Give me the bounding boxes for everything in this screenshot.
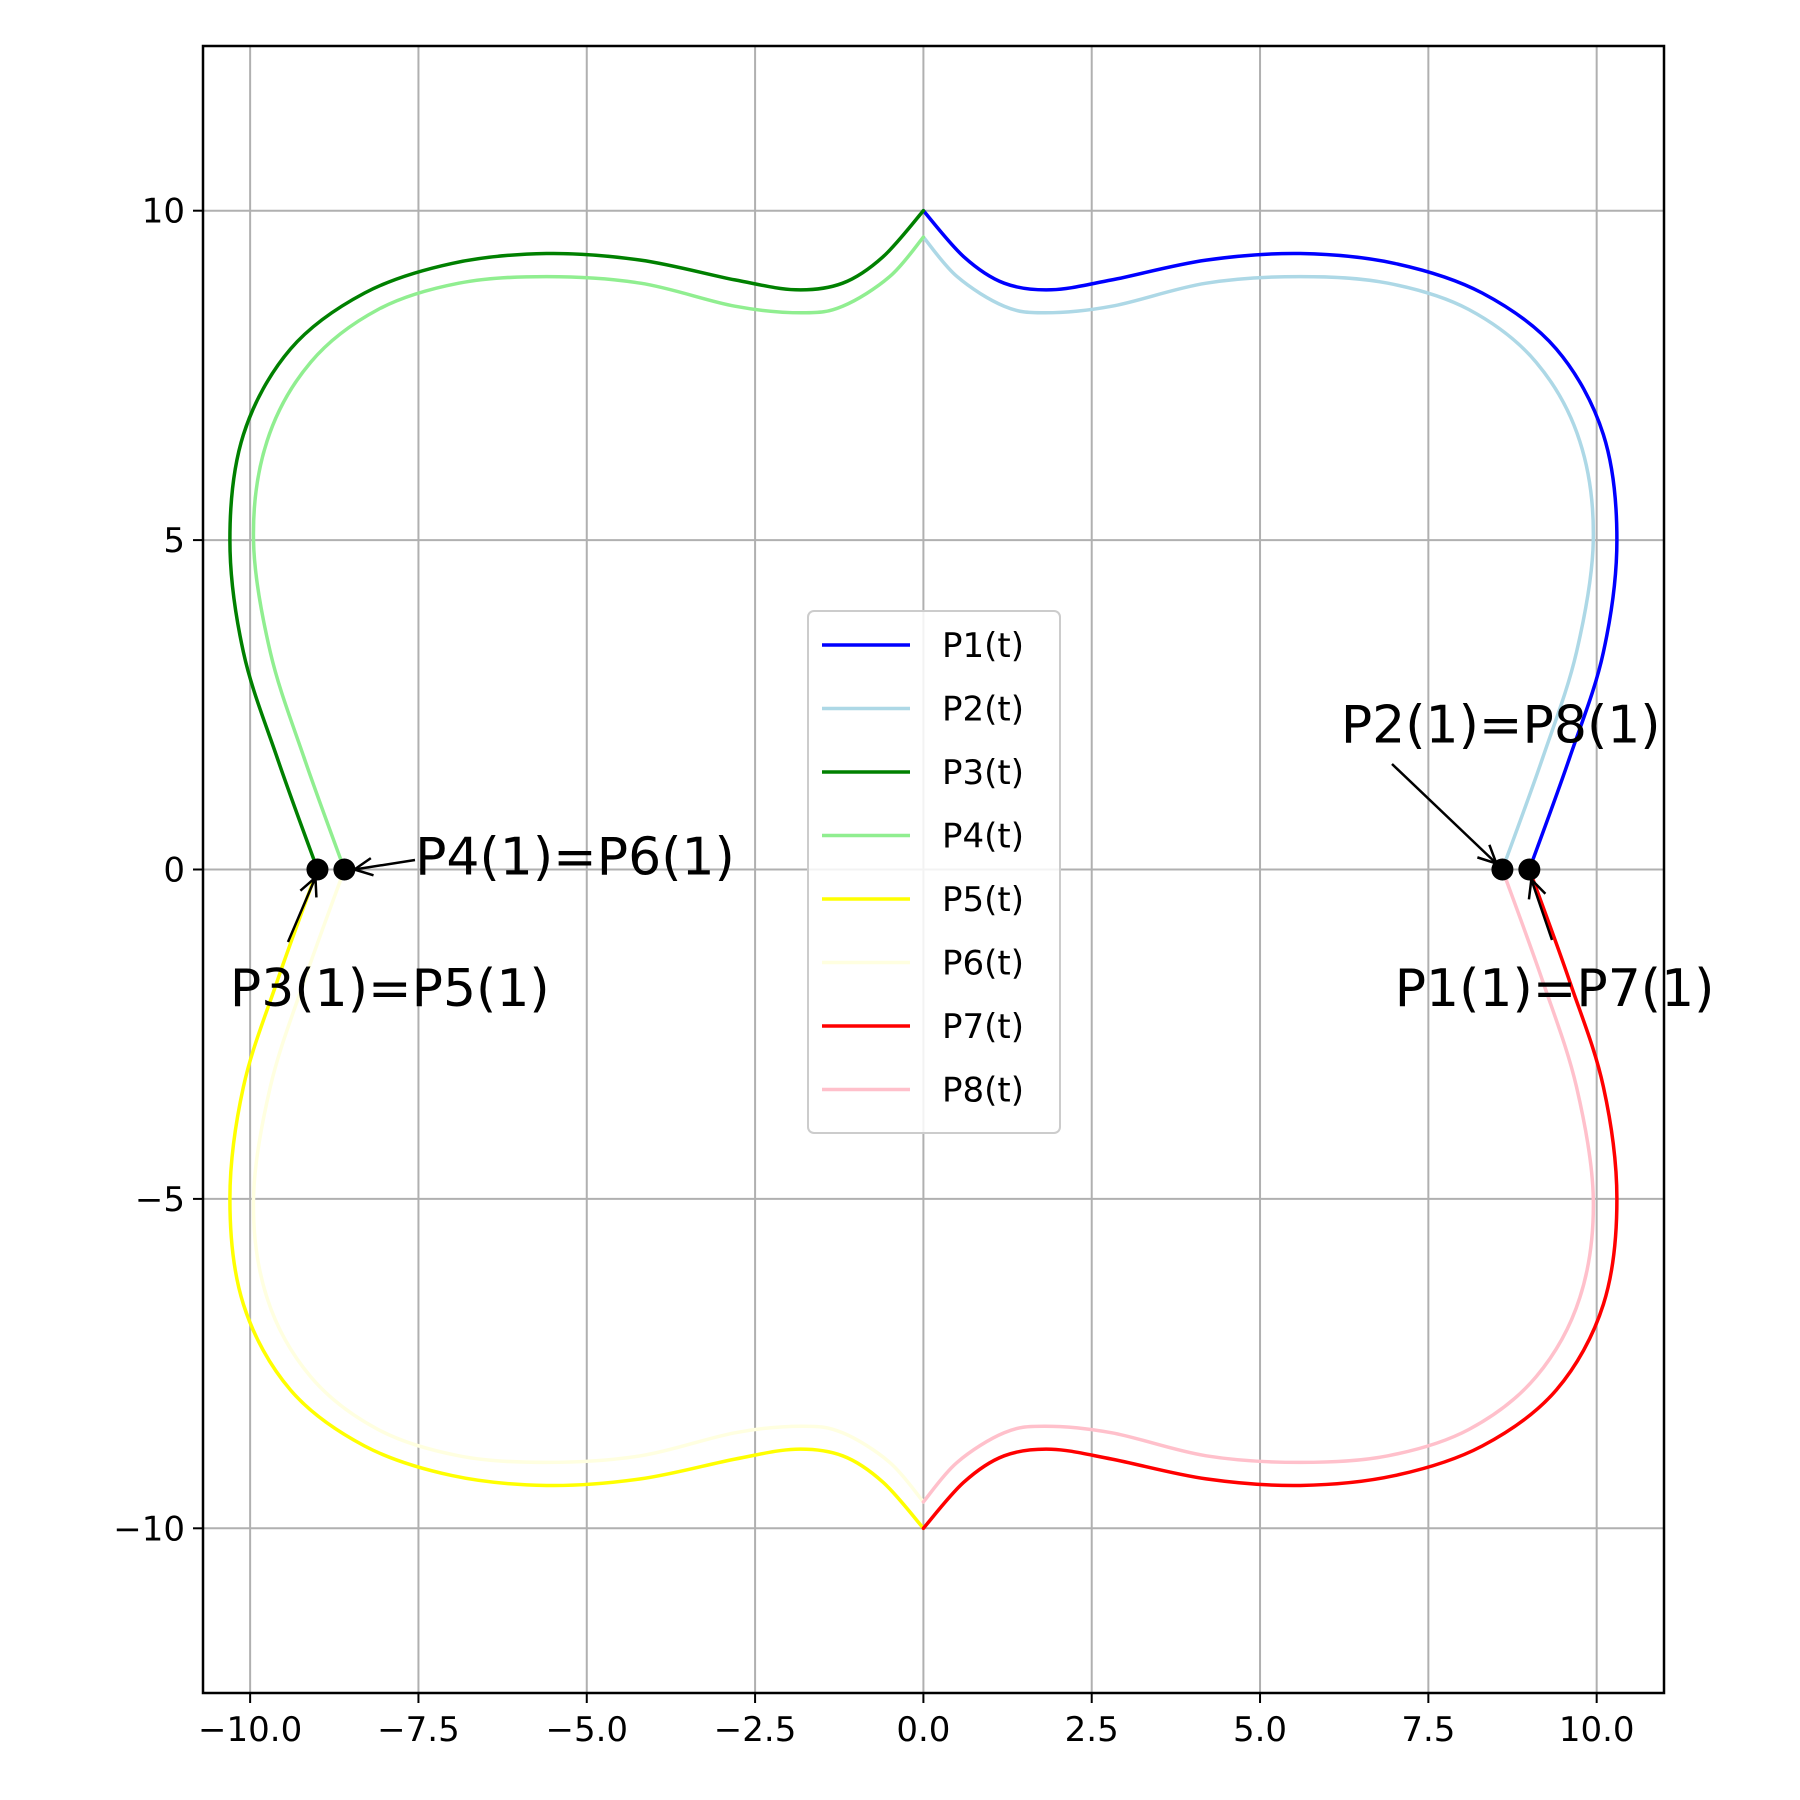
legend-label-1: P1(t) — [942, 626, 1024, 666]
legend-label-6: P6(t) — [942, 944, 1024, 984]
series-line-5 — [228, 867, 926, 1531]
legend-label-5: P5(t) — [942, 880, 1024, 920]
annotation-label: P4(1)=P6(1) — [415, 827, 735, 887]
x-tick-label: −7.5 — [377, 1710, 460, 1750]
legend: P1(t) P2(t) P3(t) P4(t) P5(t) P6(t) P7(t) P8(t) — [807, 610, 1061, 1134]
series-line-3 — [228, 208, 926, 872]
x-tick-label: −5.0 — [545, 1710, 628, 1750]
x-tick-label: −2.5 — [714, 1710, 797, 1750]
annotation-arrow — [1530, 879, 1554, 941]
annotations: P4(1)=P6(1) P3(1)=P5(1) P2(1)=P8(1) P1(1)=P… — [230, 696, 1715, 1020]
annotation-label: P2(1)=P8(1) — [1341, 696, 1661, 756]
series-line-2 — [921, 235, 1596, 872]
annotation-label: P1(1)=P7(1) — [1395, 959, 1715, 1019]
x-tick-label: 2.5 — [1065, 1710, 1119, 1750]
series-line-8 — [921, 867, 1596, 1504]
endpoint-marker — [306, 858, 329, 881]
x-axis-ticks: −10.0 −7.5 −5.0 −2.5 0.0 2.5 5.0 7.5 10.0 — [198, 1693, 1635, 1750]
annotation-arrow — [286, 877, 317, 943]
y-tick-label: −10 — [113, 1509, 185, 1549]
y-tick-label: 10 — [142, 192, 185, 232]
x-tick-label: −10.0 — [198, 1710, 302, 1750]
endpoint-marker — [1518, 858, 1541, 881]
y-tick-label: 5 — [163, 521, 185, 561]
y-tick-label: 0 — [163, 851, 185, 891]
endpoint-markers — [306, 858, 1541, 881]
y-tick-label: −5 — [135, 1180, 185, 1220]
annotation-label: P3(1)=P5(1) — [230, 959, 550, 1019]
grid — [203, 46, 1664, 1693]
legend-label-7: P7(t) — [942, 1007, 1024, 1047]
x-tick-label: 10.0 — [1559, 1710, 1635, 1750]
annotation-arrow — [1391, 763, 1498, 865]
legend-label-4: P4(t) — [942, 817, 1024, 857]
x-tick-label: 0.0 — [896, 1710, 950, 1750]
x-tick-label: 7.5 — [1401, 1710, 1455, 1750]
x-tick-label: 5.0 — [1233, 1710, 1287, 1750]
endpoint-marker — [333, 858, 356, 881]
y-axis-ticks: 10 5 0 −5 −10 — [113, 192, 203, 1549]
series-line-6 — [251, 867, 926, 1504]
endpoint-marker — [1491, 858, 1514, 881]
legend-label-8: P8(t) — [942, 1071, 1024, 1111]
legend-label-2: P2(t) — [942, 690, 1024, 730]
series-line-7 — [921, 867, 1619, 1531]
legend-label-3: P3(t) — [942, 753, 1024, 793]
legend-box — [807, 610, 1061, 1134]
series-line-1 — [921, 208, 1619, 872]
series-line-4 — [251, 235, 926, 872]
series-lines — [228, 208, 1619, 1531]
annotation-arrow — [354, 858, 416, 871]
